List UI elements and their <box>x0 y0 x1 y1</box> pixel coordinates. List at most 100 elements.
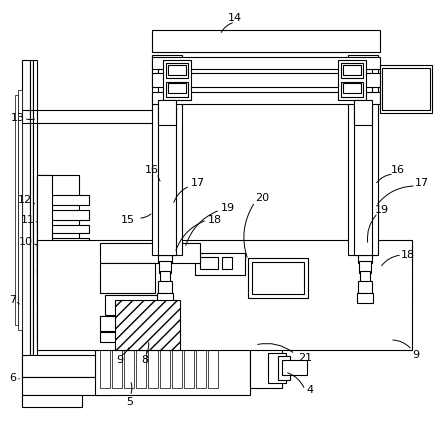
Bar <box>37 268 412 284</box>
Text: 18: 18 <box>208 215 222 225</box>
Bar <box>155 206 175 211</box>
Bar <box>155 227 175 232</box>
Bar <box>348 55 378 255</box>
Bar <box>358 248 372 263</box>
Bar <box>37 225 89 233</box>
Bar <box>343 65 361 75</box>
Bar <box>248 258 308 298</box>
Bar <box>250 348 282 388</box>
Bar <box>159 261 171 273</box>
Bar <box>354 60 372 255</box>
Bar <box>158 281 172 293</box>
Bar <box>343 83 361 93</box>
Bar <box>30 60 33 380</box>
Bar <box>37 240 412 350</box>
Bar <box>33 60 37 380</box>
Bar <box>359 261 371 273</box>
Bar <box>155 168 175 180</box>
Bar <box>22 377 112 395</box>
Bar <box>37 308 102 318</box>
Text: 5: 5 <box>127 397 133 407</box>
Bar <box>354 100 372 125</box>
Bar <box>155 192 175 197</box>
Text: 9: 9 <box>117 355 124 365</box>
Bar <box>200 257 218 269</box>
Bar <box>37 238 89 246</box>
Bar <box>37 280 102 292</box>
Bar <box>37 334 102 342</box>
Bar <box>22 395 82 407</box>
Bar <box>100 263 155 293</box>
Bar <box>18 90 22 330</box>
Bar <box>341 82 363 97</box>
Bar <box>152 73 380 87</box>
Bar <box>168 83 186 93</box>
Bar <box>160 271 170 283</box>
Bar <box>268 353 286 383</box>
Bar <box>95 340 250 395</box>
Text: 14: 14 <box>228 13 242 23</box>
Bar <box>37 296 102 304</box>
Bar <box>355 206 375 211</box>
Text: 21: 21 <box>298 353 312 363</box>
Text: 6: 6 <box>10 373 17 383</box>
Bar <box>100 243 200 263</box>
Bar <box>100 332 165 342</box>
Bar <box>157 160 173 170</box>
Text: 16: 16 <box>391 165 405 175</box>
Bar <box>355 192 375 197</box>
Bar <box>37 175 52 275</box>
Bar <box>158 248 172 263</box>
Bar <box>341 63 363 78</box>
Bar <box>158 100 176 125</box>
Bar <box>124 344 134 388</box>
Text: 8: 8 <box>141 355 149 365</box>
Bar <box>353 178 377 188</box>
Bar <box>136 344 146 388</box>
Bar <box>37 195 89 205</box>
Bar <box>37 322 102 330</box>
Bar <box>355 213 375 218</box>
Text: 10: 10 <box>19 237 33 247</box>
Text: 12: 12 <box>18 195 32 205</box>
Text: 18: 18 <box>401 250 415 260</box>
Bar <box>208 344 218 388</box>
Text: 19: 19 <box>375 205 389 215</box>
Bar <box>156 230 174 250</box>
Bar <box>355 220 375 225</box>
Bar <box>105 295 165 315</box>
Text: 4: 4 <box>306 385 314 395</box>
Bar <box>115 300 180 350</box>
Bar <box>37 210 89 220</box>
Bar <box>37 265 89 275</box>
Bar <box>152 57 380 69</box>
Bar <box>37 175 79 340</box>
Bar <box>355 199 375 204</box>
Bar <box>222 257 232 269</box>
Bar <box>252 262 304 294</box>
Bar <box>184 344 194 388</box>
Text: 7: 7 <box>9 295 17 305</box>
Bar <box>355 227 375 232</box>
Bar <box>152 92 380 104</box>
Bar <box>380 65 432 113</box>
Text: 16: 16 <box>145 165 159 175</box>
Bar <box>168 65 186 75</box>
Bar <box>172 344 182 388</box>
Bar <box>155 220 175 225</box>
Bar <box>153 178 177 188</box>
Bar <box>357 160 373 170</box>
Bar <box>278 356 290 380</box>
Bar <box>282 360 307 375</box>
Bar <box>100 344 110 388</box>
Bar <box>360 271 370 283</box>
Bar <box>22 355 222 377</box>
Bar <box>338 60 366 100</box>
Bar <box>152 30 380 52</box>
Bar <box>356 230 374 250</box>
Bar <box>22 60 30 380</box>
Bar <box>37 250 89 260</box>
Bar <box>152 55 182 255</box>
Bar <box>158 60 176 255</box>
Text: 17: 17 <box>191 178 205 188</box>
